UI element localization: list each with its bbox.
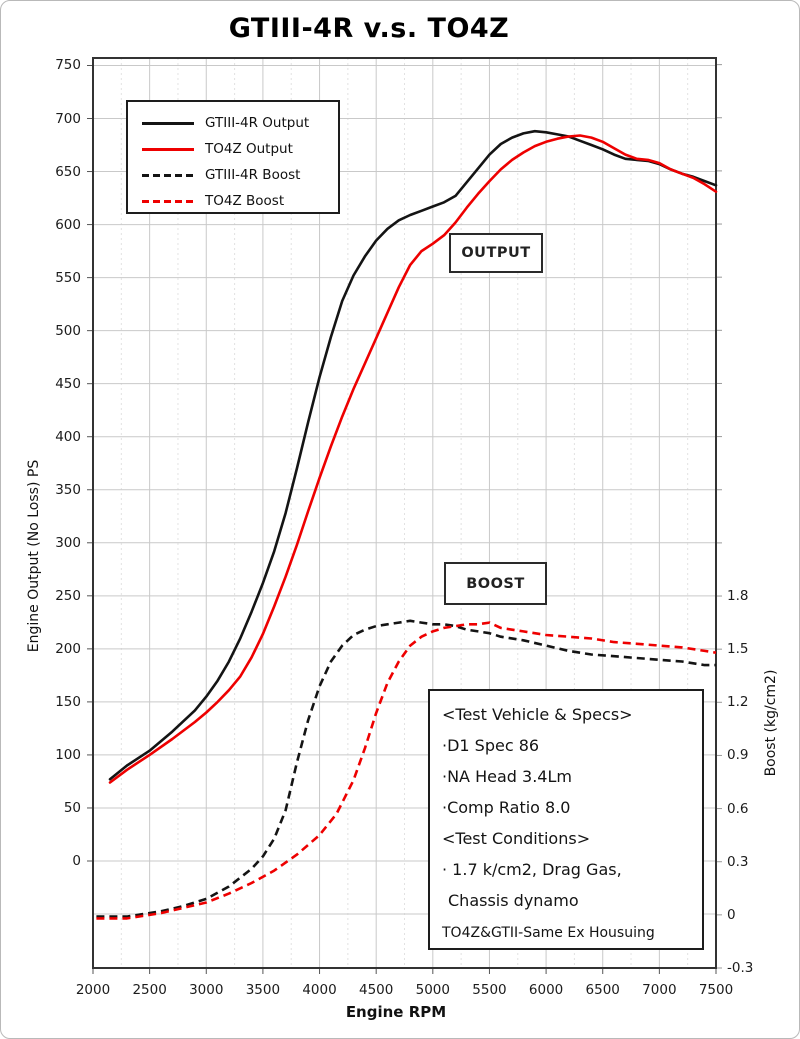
x-axis-title: Engine RPM (345, 1003, 447, 1021)
spec-line: Chassis dynamo (448, 891, 579, 910)
spec-line: ·D1 Spec 86 (442, 736, 540, 755)
output-annotation-box: OUTPUT (449, 233, 543, 273)
legend-label: TO4Z Boost (205, 193, 285, 209)
legend-line-sample-solid-black (142, 121, 194, 125)
series-gtiii-4r-boost (96, 619, 716, 918)
spec-line: <Test Vehicle & Specs> (442, 705, 633, 724)
boost-annotation-box: BOOST (444, 562, 547, 605)
spec-line: ·Comp Ratio 8.0 (442, 798, 571, 817)
legend-label: GTIII-4R Boost (205, 167, 301, 183)
legend-label: TO4Z Output (205, 141, 293, 157)
spec-box: <Test Vehicle & Specs> ·D1 Spec 86 ·NA H… (428, 689, 704, 950)
series-to4z-boost (96, 621, 717, 920)
legend-line-sample-dashed-red (142, 199, 194, 203)
spec-line: TO4Z&GTII-Same Ex Housuing (442, 925, 655, 941)
legend-item: GTIII-4R Output (142, 110, 338, 136)
legend: GTIII-4R Output TO4Z Output GTIII-4R Boo… (126, 100, 340, 214)
spec-line: ·NA Head 3.4Lm (442, 767, 572, 786)
y-axis-title-left: Engine Output (No Loss) PS (26, 459, 42, 653)
spec-line: · 1.7 k/cm2, Drag Gas, (442, 860, 622, 879)
legend-item: TO4Z Output (142, 136, 338, 162)
plot-border (92, 57, 717, 969)
chart-title: GTIII-4R v.s. TO4Z (228, 13, 510, 44)
y-axis-title-right: Boost (kg/cm2) (763, 669, 779, 777)
legend-item: TO4Z Boost (142, 188, 338, 214)
legend-line-sample-dashed-black (142, 173, 194, 177)
legend-line-sample-solid-red (142, 147, 194, 151)
legend-item: GTIII-4R Boost (142, 162, 338, 188)
legend-label: GTIII-4R Output (205, 115, 310, 131)
series-gtiii-4r-output (108, 129, 718, 781)
series-to4z-output (108, 134, 718, 784)
spec-line: <Test Conditions> (442, 829, 591, 848)
